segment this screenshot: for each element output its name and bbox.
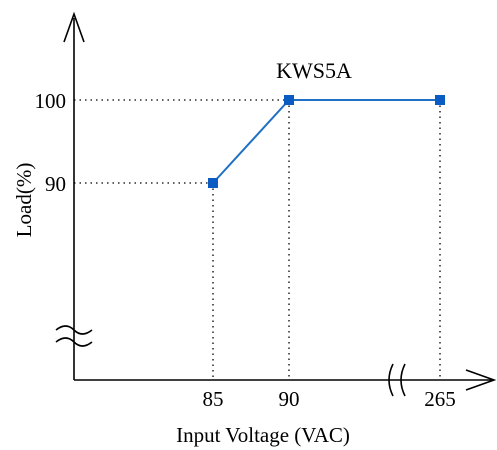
x-tick-label-90: 90 <box>279 387 300 411</box>
x-axis-arrowhead <box>465 369 497 391</box>
data-point-265vac <box>435 95 445 105</box>
y-tick-label-90: 90 <box>45 172 66 196</box>
guide-lines <box>74 99 441 380</box>
y-axis-arrowhead <box>63 11 85 43</box>
series-layer <box>208 95 445 188</box>
x-tick-label-85: 85 <box>203 387 224 411</box>
x-tick-label-265: 265 <box>424 387 456 411</box>
data-point-90vac <box>284 95 294 105</box>
chart-title: KWS5A <box>276 58 352 83</box>
y-tick-label-100: 100 <box>35 89 67 113</box>
series-line <box>212 99 440 184</box>
data-point-85vac <box>208 178 218 188</box>
x-axis-break-icon <box>388 363 406 397</box>
x-axis-label: Input Voltage (VAC) <box>176 423 350 447</box>
y-axis-break-icon <box>55 325 93 347</box>
y-axis-label: Load(%) <box>12 163 36 238</box>
